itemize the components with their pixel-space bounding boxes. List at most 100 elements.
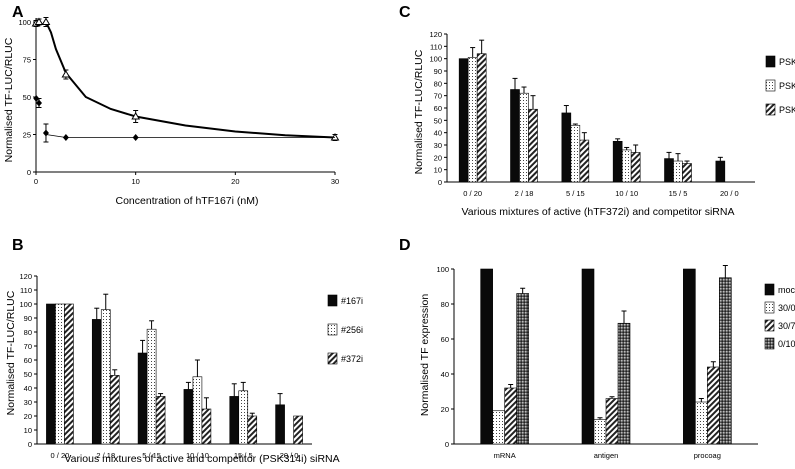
panel-c-xlabel: Various mixtures of active (hTF372i) and… bbox=[462, 206, 735, 218]
panel-b-ytick-label: 0 bbox=[28, 440, 32, 449]
panel-c-legend-swatch bbox=[765, 103, 776, 116]
panel-a-fit-open-triangle-fit bbox=[45, 21, 336, 139]
panel-b-category-label: 15 / 5 bbox=[234, 451, 253, 460]
panel-d-bar-300 bbox=[593, 419, 607, 445]
panel-b-legend-swatch bbox=[327, 352, 338, 365]
panel-letter-b: B bbox=[12, 237, 24, 254]
panel-b-bar-372i bbox=[64, 303, 74, 445]
panel-letter-a: A bbox=[12, 4, 24, 21]
panel-a-ytick-label: 25 bbox=[23, 131, 31, 140]
panel-c-ytick-label: 30 bbox=[434, 141, 442, 150]
panel-b-bar-256i bbox=[238, 390, 249, 445]
panel-b-bar-372i bbox=[109, 375, 120, 445]
panel-a-point-diamond bbox=[35, 99, 42, 107]
panel-d-ytick-label: 20 bbox=[441, 405, 449, 414]
panel-b-bar-167i bbox=[46, 303, 56, 445]
panel-d-ytick-label: 0 bbox=[445, 440, 449, 449]
panel-c-legend-label: PSK739i bbox=[779, 105, 795, 115]
panel-letter-c: C bbox=[399, 4, 411, 21]
panel-a-plot: 0 25 50 75 100 0 10 20 30 bbox=[18, 17, 340, 186]
panel-b-bar-256i bbox=[146, 328, 157, 445]
panel-c-bar-psk314i bbox=[510, 89, 520, 183]
panel-b-ytick-label: 90 bbox=[24, 314, 32, 323]
panel-c-bar-psk739i bbox=[476, 53, 487, 183]
panel-b-bar-372i bbox=[247, 415, 258, 445]
panel-c-bar-psk314i bbox=[664, 158, 674, 183]
panel-b-ytick-label: 10 bbox=[24, 426, 32, 435]
panel-d-ytick-label: 40 bbox=[441, 370, 449, 379]
panel-c-ytick-label: 50 bbox=[434, 116, 442, 125]
panel-b-category-label: 0 / 20 bbox=[51, 451, 70, 460]
panel-c-legend-label: PSK546i bbox=[779, 81, 795, 91]
panel-d-ytick-label: 60 bbox=[441, 335, 449, 344]
panel-a-fit-filled-diamond bbox=[45, 134, 335, 138]
panel-d-bar-0100 bbox=[719, 277, 732, 445]
panel-c-legend-swatch bbox=[765, 55, 776, 68]
panel-d-bar-0100 bbox=[516, 293, 529, 445]
panel-c-bar-psk546i bbox=[519, 92, 529, 183]
panel-d-ytick-label: 80 bbox=[441, 300, 449, 309]
panel-d-plot: 0 20 40 60 80 100 mRNA antigen procoag mock 30/0 30… bbox=[436, 265, 795, 460]
panel-b-xlabel: Various mixtures of active and competito… bbox=[64, 453, 339, 465]
panel-c-ytick-label: 20 bbox=[434, 153, 442, 162]
panel-b-category-label: 2 / 18 bbox=[96, 451, 115, 460]
panel-a-ytick-label: 0 bbox=[27, 168, 31, 177]
panel-a-ytick-label: 75 bbox=[23, 56, 31, 65]
panel-b-plot: 0 10 20 30 40 50 60 70 80 90 100 110 120 0 / 20 2 / 18… bbox=[19, 272, 363, 460]
panel-b-bar-256i bbox=[192, 376, 203, 445]
panel-d-ytick-label: 100 bbox=[436, 265, 449, 274]
panel-a-point-triangle bbox=[330, 133, 340, 141]
panel-c-bar-psk546i bbox=[570, 124, 581, 183]
panel-d-ylabel: Normalised TF expression bbox=[419, 294, 431, 417]
panel-b-ylabel: Normalised TF-LUC/RLUC bbox=[5, 290, 17, 415]
panel-d-legend-swatch bbox=[764, 301, 775, 314]
panel-a-xtick-label: 20 bbox=[231, 177, 239, 186]
panel-b-ytick-label: 80 bbox=[24, 328, 32, 337]
panel-b-legend-label: #372i bbox=[341, 354, 363, 364]
panel-d-bar-3070 bbox=[707, 366, 720, 445]
panel-c-category-label: 2 / 18 bbox=[515, 189, 534, 198]
panel-c-ytick-label: 40 bbox=[434, 129, 442, 138]
panel-c-bar-psk546i bbox=[467, 57, 478, 183]
panel-c-ytick-label: 120 bbox=[429, 30, 442, 39]
panel-c-ylabel: Normalised TF-LUC/RLUC bbox=[413, 49, 425, 174]
panel-b-category-label: 5 / 15 bbox=[142, 451, 161, 460]
panel-b-ytick-label: 40 bbox=[24, 384, 32, 393]
panel-b-legend-swatch bbox=[327, 323, 338, 336]
panel-c-ytick-label: 90 bbox=[434, 67, 442, 76]
panel-a-point-diamond bbox=[62, 134, 69, 141]
panel-c-bar-psk739i bbox=[579, 139, 590, 183]
panel-a-xtick-label: 30 bbox=[331, 177, 339, 186]
panel-b-ytick-label: 110 bbox=[20, 286, 32, 295]
panel-c-bar-psk739i bbox=[682, 163, 692, 183]
panel-d-category-label: antigen bbox=[594, 451, 619, 460]
panel-d-legend-label: 0/100 bbox=[778, 339, 795, 349]
panel-b-bar-167i bbox=[137, 352, 148, 445]
panel-a-xtick-label: 0 bbox=[34, 177, 38, 186]
panel-b-ytick-label: 50 bbox=[24, 370, 32, 379]
panel-a-point-diamond bbox=[33, 95, 40, 102]
panel-b-bar-256i bbox=[100, 309, 111, 445]
panel-d-bar-3070 bbox=[504, 387, 517, 445]
panel-a-point-triangle bbox=[131, 112, 141, 120]
panel-c-legend-swatch bbox=[765, 79, 776, 92]
panel-b-ytick-label: 120 bbox=[19, 272, 32, 281]
panel-b-bar-167i bbox=[183, 389, 194, 445]
panel-c-bar-psk546i bbox=[621, 149, 632, 183]
panel-b-bar-256i bbox=[55, 303, 65, 445]
panel-c-ytick-label: 70 bbox=[434, 92, 442, 101]
panel-c-ytick-label: 60 bbox=[434, 104, 442, 113]
panel-b-bar-167i bbox=[275, 404, 285, 445]
panel-c-bar-psk546i bbox=[673, 160, 683, 183]
panel-d-legend-label: 30/70 bbox=[778, 321, 795, 331]
panel-d-bar-300 bbox=[695, 401, 708, 445]
panel-d-legend-swatch bbox=[764, 337, 775, 350]
panel-c-ytick-label: 10 bbox=[434, 166, 442, 175]
panel-b-ytick-label: 100 bbox=[19, 300, 32, 309]
panel-d-bar-mock bbox=[581, 268, 595, 445]
panel-a-point-diamond bbox=[42, 129, 49, 137]
panel-b-legend-label: #167i bbox=[341, 296, 363, 306]
panel-a-xtick-label: 10 bbox=[131, 177, 139, 186]
panel-d-bar-mock bbox=[480, 268, 493, 445]
panel-c-bar-psk739i bbox=[630, 152, 641, 183]
